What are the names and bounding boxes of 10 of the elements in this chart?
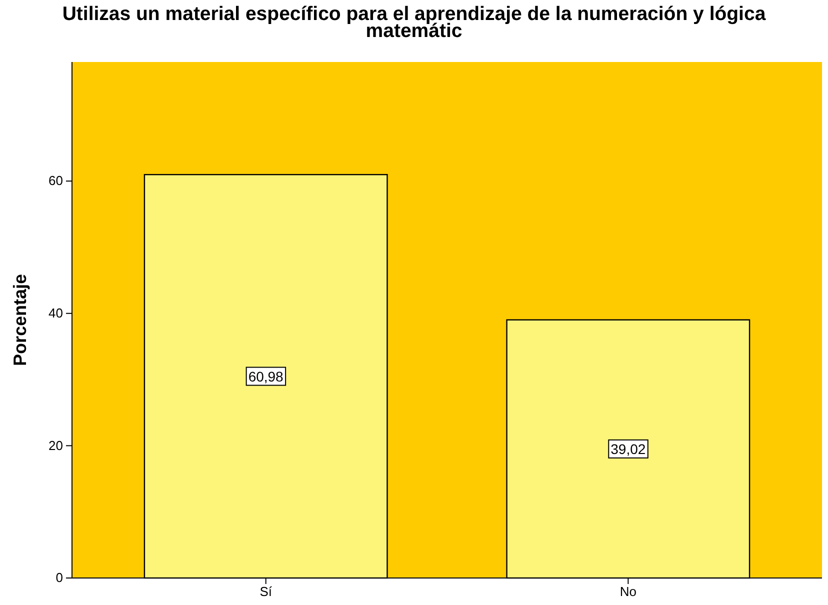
data-label: 39,02 — [610, 440, 646, 457]
y-axis-title: Porcentaje — [10, 274, 30, 366]
y-tick-label: 0 — [56, 570, 63, 586]
x-tick-label: Sí — [260, 584, 272, 600]
data-label: 60,98 — [248, 368, 284, 384]
chart-title: Utilizas un material específico para el aprendizaje de la numeración y lógica matemátic — [62, 3, 766, 42]
y-tick-label: 20 — [48, 438, 63, 453]
y-tick-label: 60 — [48, 173, 63, 188]
x-tick-label: No — [620, 584, 636, 600]
y-tick-label: 40 — [48, 306, 63, 321]
